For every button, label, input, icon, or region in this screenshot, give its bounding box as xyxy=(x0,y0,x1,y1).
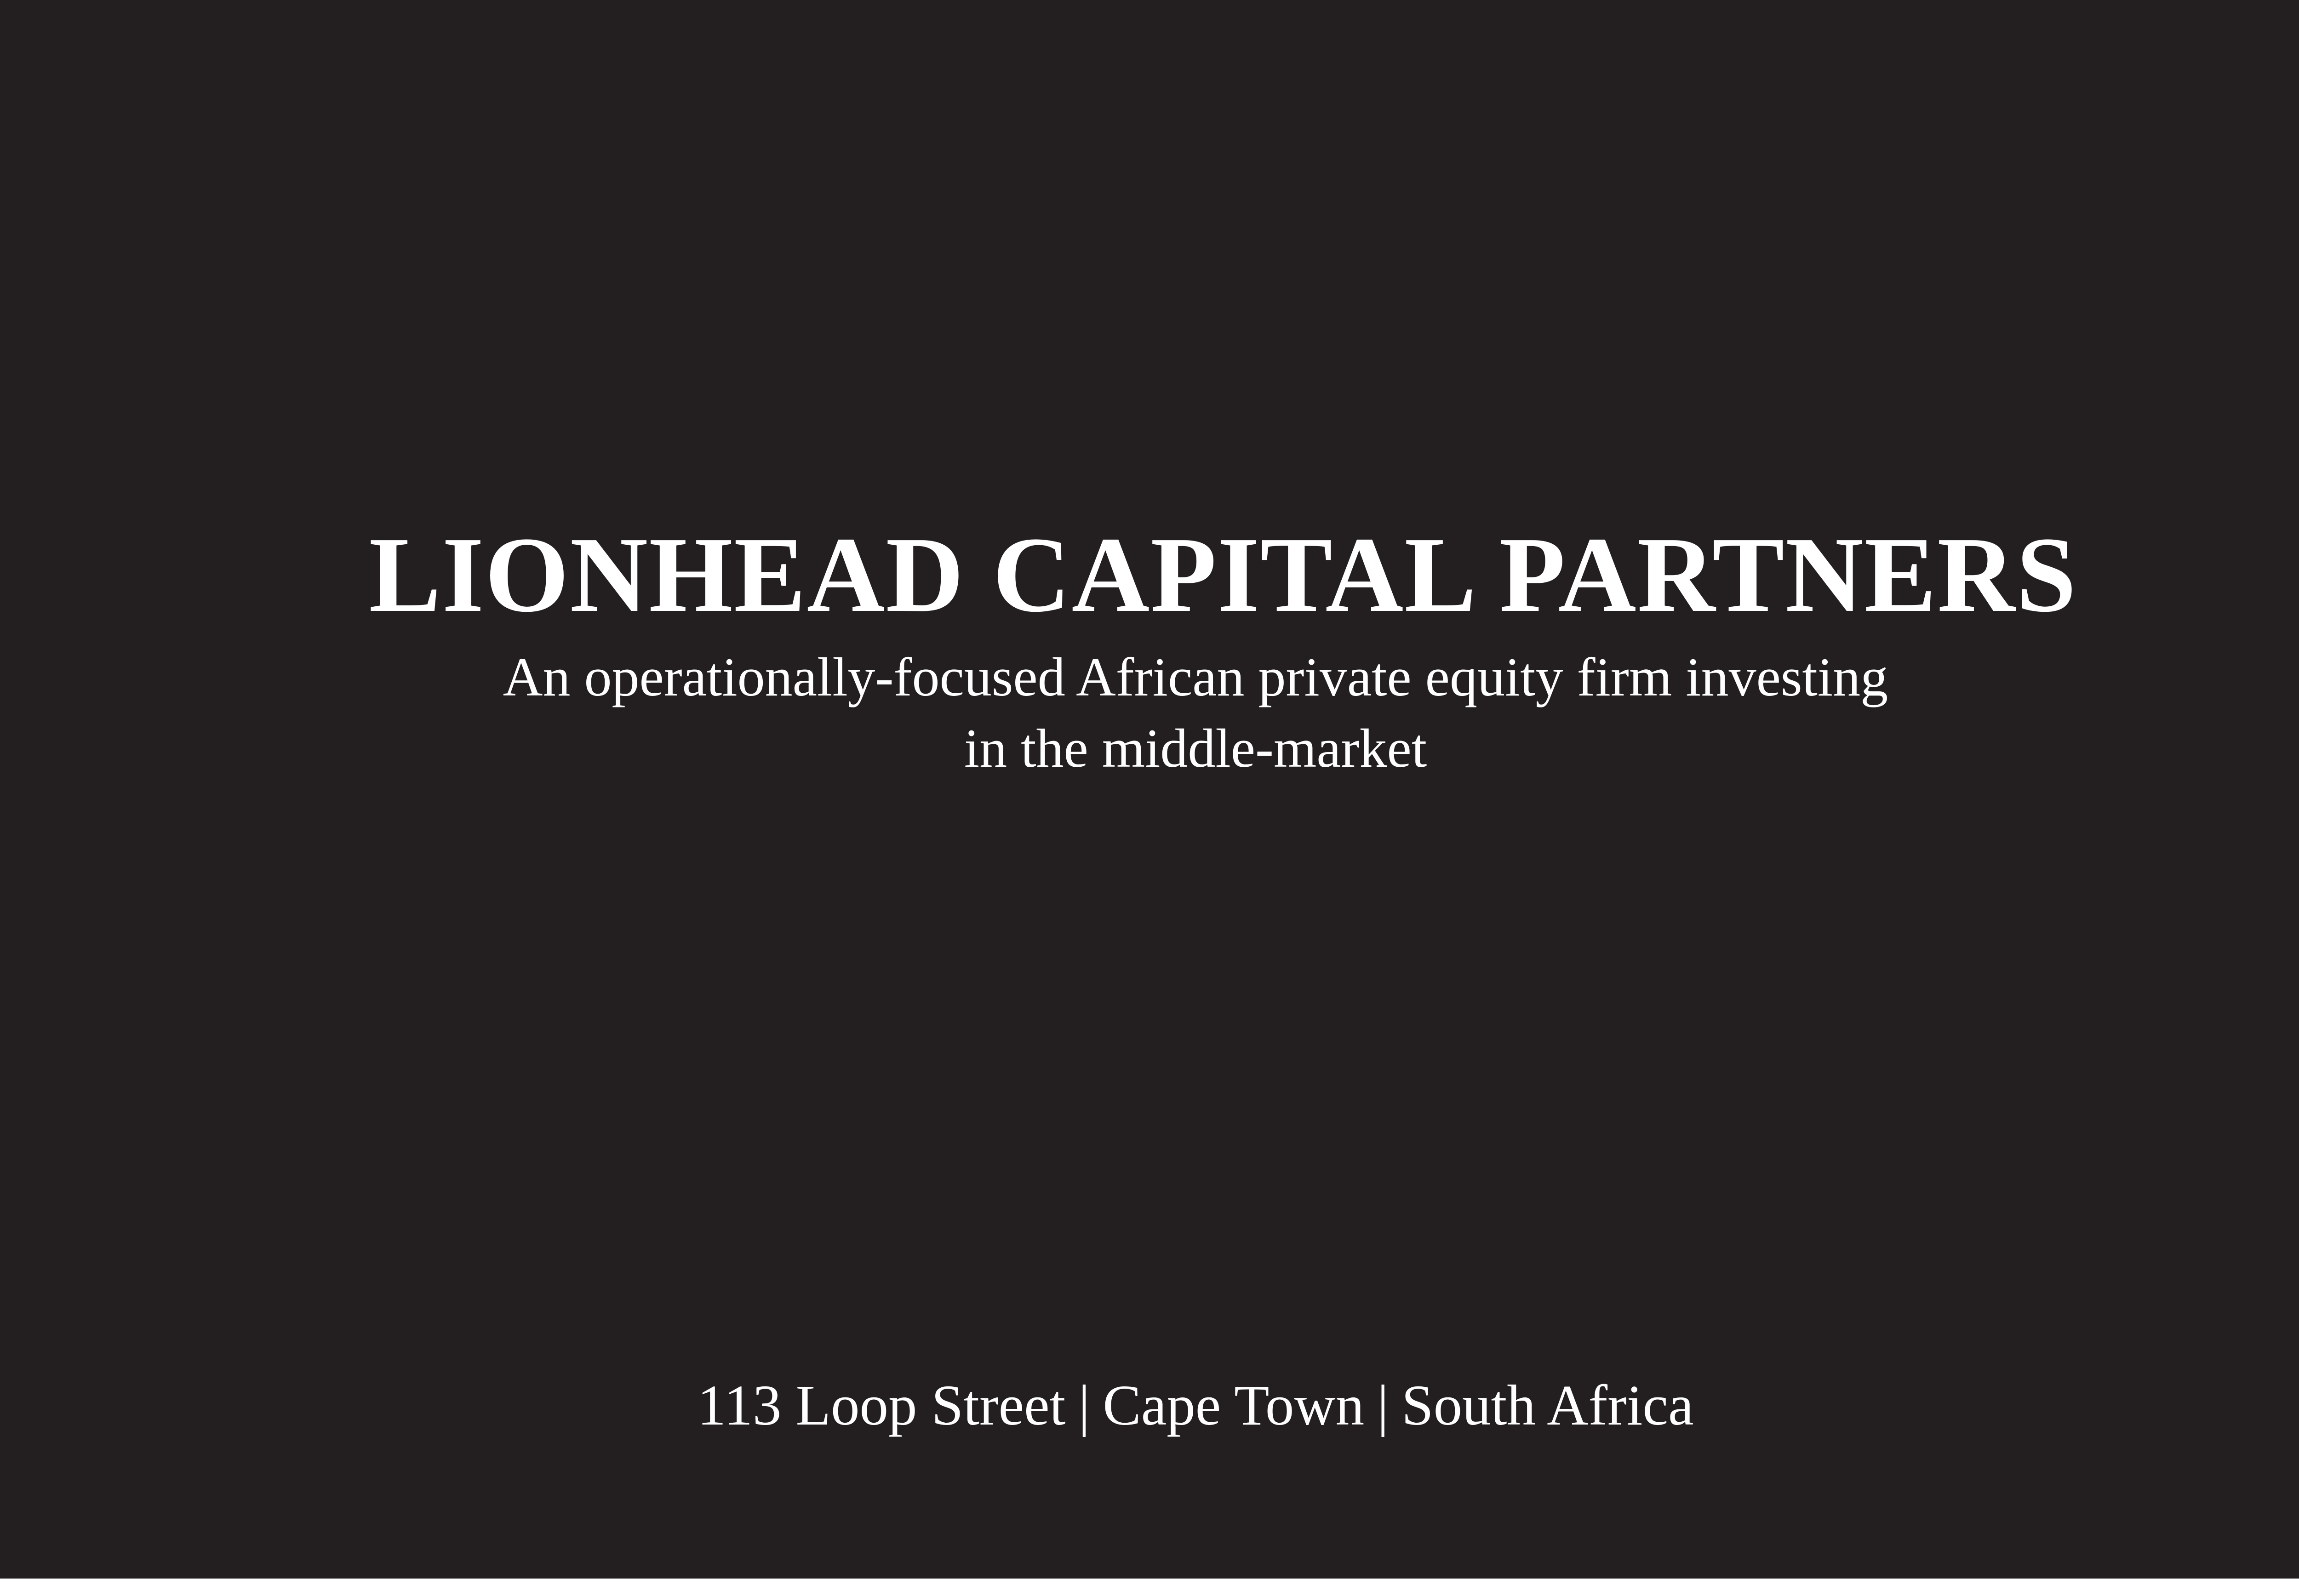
tagline-line-2: in the middle-market xyxy=(964,718,1427,779)
tagline: An operationally-focused African private… xyxy=(0,641,2299,784)
address-country: South Africa xyxy=(1401,1374,1694,1437)
address-line: 113 Loop Street | Cape Town | South Africa xyxy=(0,1369,2299,1442)
address-street: 113 Loop Street xyxy=(697,1374,1066,1437)
address-city: Cape Town xyxy=(1103,1374,1365,1437)
address-separator: | xyxy=(1078,1374,1090,1437)
address-separator: | xyxy=(1377,1374,1389,1437)
tagline-line-1: An operationally-focused African private… xyxy=(503,646,1888,707)
company-name-title: LIONHEAD CAPITAL PARTNERS xyxy=(369,515,2077,634)
